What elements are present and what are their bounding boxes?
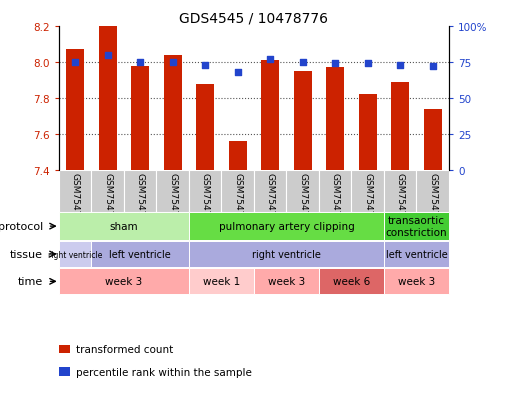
Bar (196, 84, 214, 171)
Text: pulmonary artery clipping: pulmonary artery clipping (219, 222, 354, 232)
Point (396, 62, 404, 69)
FancyBboxPatch shape (384, 268, 449, 295)
Bar (59, 345, 70, 353)
Bar (326, 68, 344, 171)
Bar (164, 56, 182, 171)
Point (299, 59, 307, 66)
FancyBboxPatch shape (189, 241, 384, 268)
FancyBboxPatch shape (156, 171, 189, 212)
Title: GDS4545 / 10478776: GDS4545 / 10478776 (180, 12, 328, 26)
Text: GSM754731: GSM754731 (136, 173, 145, 228)
Bar (66, 50, 84, 171)
Text: GSM754733: GSM754733 (201, 173, 210, 228)
Text: percentile rank within the sample: percentile rank within the sample (76, 367, 252, 377)
Text: week 3: week 3 (105, 277, 143, 287)
FancyBboxPatch shape (91, 171, 124, 212)
FancyBboxPatch shape (319, 171, 351, 212)
FancyBboxPatch shape (59, 241, 91, 268)
Bar (424, 109, 442, 171)
Text: left ventricle: left ventricle (385, 249, 447, 259)
Bar (359, 95, 377, 171)
FancyBboxPatch shape (189, 213, 384, 240)
Text: transaortic
constriction: transaortic constriction (386, 216, 447, 237)
FancyBboxPatch shape (189, 171, 222, 212)
Text: GSM754736: GSM754736 (298, 173, 307, 228)
Bar (391, 83, 409, 171)
Point (233, 69, 242, 76)
FancyBboxPatch shape (59, 268, 189, 295)
Text: left ventricle: left ventricle (109, 249, 171, 259)
FancyBboxPatch shape (254, 171, 286, 212)
Text: GSM754740: GSM754740 (103, 173, 112, 228)
FancyBboxPatch shape (59, 171, 91, 212)
Point (71, 59, 80, 66)
Point (331, 61, 339, 68)
Text: GSM754730: GSM754730 (428, 173, 437, 228)
Point (266, 57, 274, 63)
FancyBboxPatch shape (384, 241, 449, 268)
Text: right ventricle: right ventricle (252, 249, 321, 259)
FancyBboxPatch shape (124, 171, 156, 212)
Bar (261, 61, 279, 171)
FancyBboxPatch shape (222, 171, 254, 212)
Point (136, 59, 144, 66)
FancyBboxPatch shape (189, 268, 254, 295)
Point (201, 62, 209, 69)
Text: GSM754737: GSM754737 (331, 173, 340, 228)
Text: GSM754729: GSM754729 (396, 173, 405, 228)
Text: week 3: week 3 (268, 277, 305, 287)
Point (169, 59, 177, 66)
FancyBboxPatch shape (254, 268, 319, 295)
Bar (229, 142, 247, 171)
Text: sham: sham (110, 222, 139, 232)
FancyBboxPatch shape (384, 171, 417, 212)
Text: protocol: protocol (0, 222, 43, 232)
Text: transformed count: transformed count (76, 344, 174, 354)
Bar (131, 66, 149, 171)
FancyBboxPatch shape (319, 268, 384, 295)
FancyBboxPatch shape (286, 171, 319, 212)
Point (364, 61, 372, 68)
FancyBboxPatch shape (59, 213, 189, 240)
Bar (59, 368, 70, 376)
FancyBboxPatch shape (351, 171, 384, 212)
Point (428, 64, 437, 71)
Text: week 3: week 3 (398, 277, 435, 287)
Text: week 1: week 1 (203, 277, 240, 287)
Bar (99, 27, 116, 171)
Text: GSM754735: GSM754735 (266, 173, 274, 228)
FancyBboxPatch shape (384, 213, 449, 240)
Point (104, 52, 112, 59)
FancyBboxPatch shape (417, 171, 449, 212)
Text: tissue: tissue (10, 249, 43, 259)
Text: right ventricle: right ventricle (48, 250, 103, 259)
Text: GSM754738: GSM754738 (363, 173, 372, 228)
Text: time: time (17, 277, 43, 287)
Bar (294, 72, 311, 171)
Text: GSM754739: GSM754739 (71, 173, 80, 228)
Text: week 6: week 6 (333, 277, 370, 287)
Text: GSM754732: GSM754732 (168, 173, 177, 228)
Text: GSM754734: GSM754734 (233, 173, 242, 228)
FancyBboxPatch shape (91, 241, 189, 268)
